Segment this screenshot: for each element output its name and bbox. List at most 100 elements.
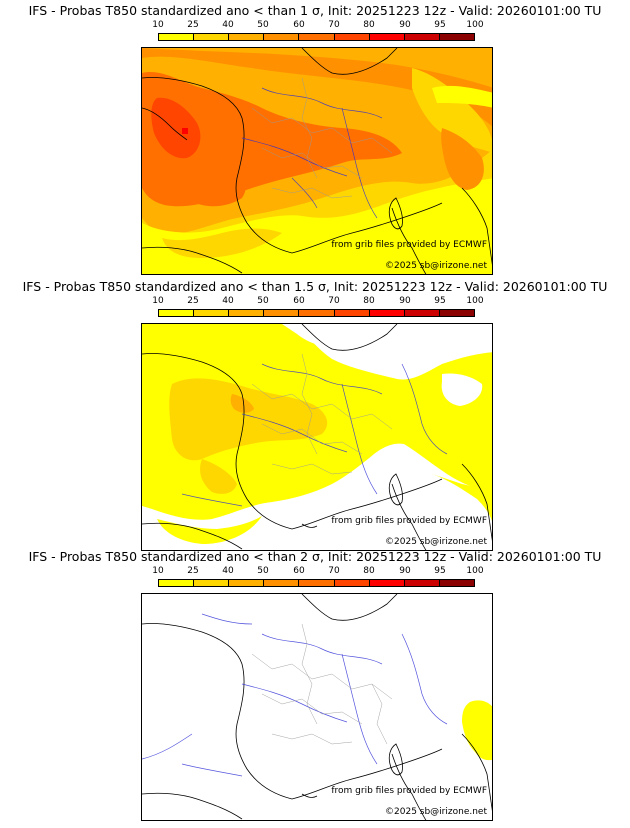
panel-1: IFS - Probas T850 standardized ano < tha…	[0, 0, 630, 276]
river	[241, 413, 348, 453]
coastline	[388, 197, 403, 230]
admin-border	[271, 187, 353, 199]
source-credit: from grib files provided by ECMWF	[331, 786, 487, 796]
colorbar-bin	[229, 580, 265, 586]
colorbar-label: 40	[222, 296, 234, 306]
river	[341, 383, 378, 495]
colorbar	[158, 309, 475, 317]
probability-field	[157, 516, 262, 544]
colorbar-bin	[229, 310, 265, 316]
probability-field	[182, 128, 188, 134]
colorbar-label: 90	[399, 20, 411, 30]
map-title: IFS - Probas T850 standardized ano < tha…	[28, 549, 602, 564]
colorbar-bin	[334, 580, 370, 586]
probability-field	[432, 474, 492, 522]
probability-field	[151, 97, 201, 159]
probability-field	[200, 459, 237, 494]
admin-border	[371, 683, 388, 745]
coastline	[301, 594, 398, 621]
river	[201, 613, 253, 625]
colorbar-bin	[404, 34, 440, 40]
river	[241, 683, 348, 723]
colorbar-bin	[369, 310, 405, 316]
river	[181, 763, 243, 777]
colorbar-labels: 10 25 40 50 60 70 80 90 95 100	[141, 296, 501, 308]
colorbar-label: 50	[257, 296, 269, 306]
colorbar-label: 25	[187, 296, 199, 306]
admin-border	[261, 147, 363, 179]
coastline	[301, 48, 398, 75]
coastline	[388, 473, 403, 506]
colorbar-bin	[334, 34, 370, 40]
panel-2: IFS - Probas T850 standardized ano < tha…	[0, 276, 630, 552]
colorbar-bin	[439, 34, 474, 40]
colorbar-label: 25	[187, 566, 199, 576]
colorbar-bin	[229, 34, 265, 40]
coastline	[142, 246, 243, 274]
coastline	[461, 733, 492, 812]
admin-border	[251, 383, 393, 430]
coastline	[301, 523, 318, 528]
probability-field	[412, 68, 492, 153]
copyright: ©2025 sb@irizone.net	[385, 807, 487, 817]
river	[261, 363, 383, 395]
river	[291, 177, 318, 209]
admin-border	[261, 693, 363, 725]
coastline	[291, 202, 443, 254]
colorbar-label: 80	[363, 296, 375, 306]
colorbar-bin	[439, 580, 474, 586]
colorbar-label: 70	[328, 296, 340, 306]
coastline	[142, 522, 243, 550]
colorbar-label: 60	[293, 566, 305, 576]
colorbar-label: 80	[363, 566, 375, 576]
map-title: IFS - Probas T850 standardized ano < tha…	[28, 3, 602, 18]
colorbar-bin	[439, 310, 474, 316]
colorbar-bin	[194, 310, 230, 316]
coastline	[388, 743, 403, 776]
admin-border	[251, 653, 393, 700]
probability-field	[462, 700, 492, 761]
admin-border	[301, 623, 318, 725]
coastline	[461, 463, 492, 542]
colorbar-label: 80	[363, 20, 375, 30]
colorbar-label: 50	[257, 20, 269, 30]
colorbar-label: 90	[399, 296, 411, 306]
admin-border	[271, 463, 353, 475]
colorbar-label: 25	[187, 20, 199, 30]
source-credit: from grib files provided by ECMWF	[331, 516, 487, 526]
river	[341, 653, 378, 765]
copyright: ©2025 sb@irizone.net	[385, 537, 487, 547]
coastline	[301, 324, 398, 351]
river	[401, 633, 448, 725]
probability-field	[162, 228, 282, 258]
coastline	[142, 792, 243, 820]
colorbar-bin	[194, 34, 230, 40]
coastline	[301, 793, 318, 798]
coastline	[391, 753, 427, 820]
river	[241, 137, 348, 177]
probability-map: from grib files provided by ECMWF ©2025 …	[141, 323, 493, 551]
colorbar-bin	[369, 580, 405, 586]
coastline	[291, 478, 443, 530]
colorbar-label: 95	[434, 20, 446, 30]
admin-border	[271, 733, 353, 745]
coastline	[142, 77, 293, 254]
colorbar-bin	[264, 580, 300, 586]
probability-map: from grib files provided by ECMWF ©2025 …	[141, 593, 493, 821]
coastline	[461, 187, 492, 266]
colorbar-bin	[369, 34, 405, 40]
panel-3: IFS - Probas T850 standardized ano < tha…	[0, 546, 630, 822]
colorbar-label: 10	[152, 20, 164, 30]
river	[261, 633, 383, 665]
colorbar-bin	[264, 310, 300, 316]
colorbar-label: 70	[328, 566, 340, 576]
colorbar-labels: 10 25 40 50 60 70 80 90 95 100	[141, 566, 501, 578]
colorbar-labels: 10 25 40 50 60 70 80 90 95 100	[141, 20, 501, 32]
probability-field	[282, 324, 362, 346]
coastline	[142, 353, 293, 530]
colorbar-bin	[159, 580, 195, 586]
colorbar-label: 60	[293, 20, 305, 30]
copyright: ©2025 sb@irizone.net	[385, 261, 487, 271]
colorbar-bin	[299, 580, 335, 586]
source-credit: from grib files provided by ECMWF	[331, 240, 487, 250]
